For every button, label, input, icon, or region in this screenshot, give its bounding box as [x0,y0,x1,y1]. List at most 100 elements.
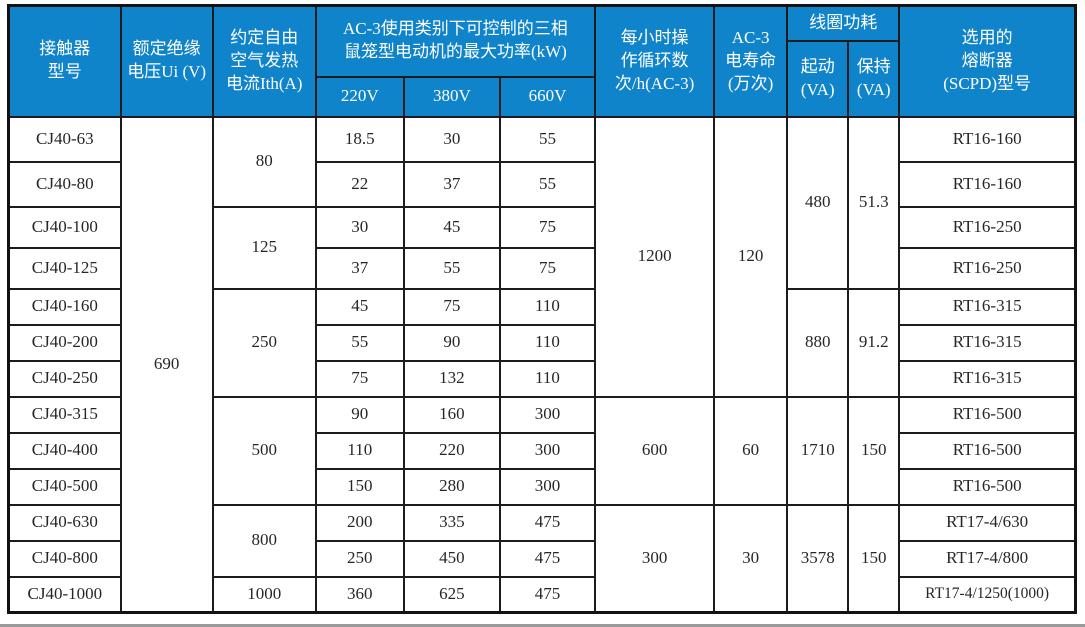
cell-fuse: RT16-250 [898,205,1077,249]
table-row: CJ40-160 250 45 75 110 880 91.2 RT16-315 [7,287,1077,398]
table-row: CJ40-315 500 90 160 300 600 60 1710 150 … [7,395,1077,506]
cell-fuse: RT16-500 [898,467,1077,506]
cell-kw-380: 625 [402,575,501,614]
header-coil-power-group: 线圈功耗 [786,4,901,42]
cell-fuse: RT17-4/1250(1000) [898,575,1077,614]
cell-kw-220: 18.5 [314,115,405,163]
cell-coil-hold: 91.2 [847,287,901,398]
header-ac3-max-power-group: AC-3使用类别下可控制的三相 鼠笼型电动机的最大功率(kW) [314,4,597,78]
cell-model: CJ40-63 [7,115,122,163]
cell-coil-pickup: 3578 [786,503,850,614]
table-row: CJ40-800 250 450 475 RT17-4/800 [7,539,1077,578]
cell-kw-220: 150 [314,467,405,506]
cell-kw-220: 250 [314,539,405,578]
cell-coil-pickup: 880 [786,287,850,398]
cell-kw-660: 110 [498,287,597,326]
cell-ith: 1000 [211,575,317,614]
cell-model: CJ40-630 [7,503,122,542]
header-ac3-life: AC-3 电寿命 (万次) [713,4,789,118]
cell-fuse: RT17-4/630 [898,503,1077,542]
table-row: CJ40-125 37 55 75 RT16-250 [7,246,1077,290]
cell-kw-660: 300 [498,467,597,506]
cell-kw-660: 475 [498,539,597,578]
cell-kw-380: 90 [402,323,501,362]
cell-model: CJ40-160 [7,287,122,326]
cell-model: CJ40-400 [7,431,122,470]
cell-fuse: RT16-315 [898,287,1077,326]
contactor-spec-table: 接触器 型号 额定绝缘 电压Ui (V) 约定自由 空气发热 电流Ith(A) … [7,4,1077,614]
cell-model: CJ40-315 [7,395,122,434]
cell-kw-380: 55 [402,246,501,290]
cell-kw-660: 300 [498,395,597,434]
table-row: CJ40-400 110 220 300 RT16-500 [7,431,1077,470]
cell-life: 120 [713,115,789,398]
cell-kw-380: 45 [402,205,501,249]
header-contactor-model: 接触器 型号 [7,4,122,118]
cell-kw-380: 75 [402,287,501,326]
table-row: CJ40-200 55 90 110 RT16-315 [7,323,1077,362]
cell-kw-660: 110 [498,323,597,362]
header-coil-pickup: 起动 (VA) [786,39,850,118]
cell-fuse: RT16-315 [898,323,1077,362]
cell-kw-220: 37 [314,246,405,290]
cell-kw-220: 110 [314,431,405,470]
cell-kw-220: 200 [314,503,405,542]
header-660v: 660V [498,75,597,118]
cell-kw-220: 75 [314,359,405,398]
table-row: CJ40-250 75 132 110 RT16-315 [7,359,1077,398]
cell-model: CJ40-800 [7,539,122,578]
cell-coil-pickup: 1710 [786,395,850,506]
table-row: CJ40-1000 1000 360 625 475 RT17-4/1250(1… [7,575,1077,614]
table-row: CJ40-630 800 200 335 475 300 30 3578 150… [7,503,1077,614]
header-conventional-thermal-current: 约定自由 空气发热 电流Ith(A) [211,4,317,118]
cell-model: CJ40-1000 [7,575,122,614]
cell-ops: 300 [594,503,716,614]
cell-kw-660: 55 [498,160,597,208]
cell-fuse: RT16-315 [898,359,1077,398]
header-380v: 380V [402,75,501,118]
bottom-divider [0,624,1085,627]
cell-model: CJ40-200 [7,323,122,362]
cell-model: CJ40-100 [7,205,122,249]
header-coil-hold: 保持 (VA) [847,39,901,118]
cell-ith: 125 [211,205,317,290]
cell-coil-pickup: 480 [786,115,850,290]
cell-coil-hold: 51.3 [847,115,901,290]
cell-coil-hold: 150 [847,503,901,614]
cell-model: CJ40-250 [7,359,122,398]
cell-life: 30 [713,503,789,614]
cell-model: CJ40-80 [7,160,122,208]
cell-kw-660: 300 [498,431,597,470]
cell-kw-220: 360 [314,575,405,614]
cell-kw-380: 220 [402,431,501,470]
cell-kw-380: 30 [402,115,501,163]
cell-fuse: RT16-500 [898,395,1077,434]
table-header: 接触器 型号 额定绝缘 电压Ui (V) 约定自由 空气发热 电流Ith(A) … [7,4,1077,118]
cell-fuse: RT16-160 [898,160,1077,208]
cell-kw-220: 22 [314,160,405,208]
cell-fuse: RT16-250 [898,246,1077,290]
cell-kw-380: 37 [402,160,501,208]
cell-kw-380: 280 [402,467,501,506]
cell-kw-220: 45 [314,287,405,326]
cell-rated-voltage: 690 [119,115,214,614]
cell-kw-660: 475 [498,503,597,542]
header-220v: 220V [314,75,405,118]
cell-kw-220: 90 [314,395,405,434]
cell-kw-660: 75 [498,205,597,249]
cell-kw-380: 160 [402,395,501,434]
cell-kw-220: 55 [314,323,405,362]
cell-model: CJ40-500 [7,467,122,506]
cell-kw-660: 110 [498,359,597,398]
cell-ith: 80 [211,115,317,208]
table-row: CJ40-100 125 30 45 75 RT16-250 [7,205,1077,290]
cell-model: CJ40-125 [7,246,122,290]
cell-ith: 500 [211,395,317,506]
cell-fuse: RT16-500 [898,431,1077,470]
table-body: CJ40-63 690 80 18.5 30 55 1200 120 480 5… [7,115,1077,614]
table-row: CJ40-500 150 280 300 RT16-500 [7,467,1077,506]
cell-coil-hold: 150 [847,395,901,506]
cell-kw-660: 75 [498,246,597,290]
cell-life: 60 [713,395,789,506]
header-rated-insulation-voltage: 额定绝缘 电压Ui (V) [119,4,214,118]
